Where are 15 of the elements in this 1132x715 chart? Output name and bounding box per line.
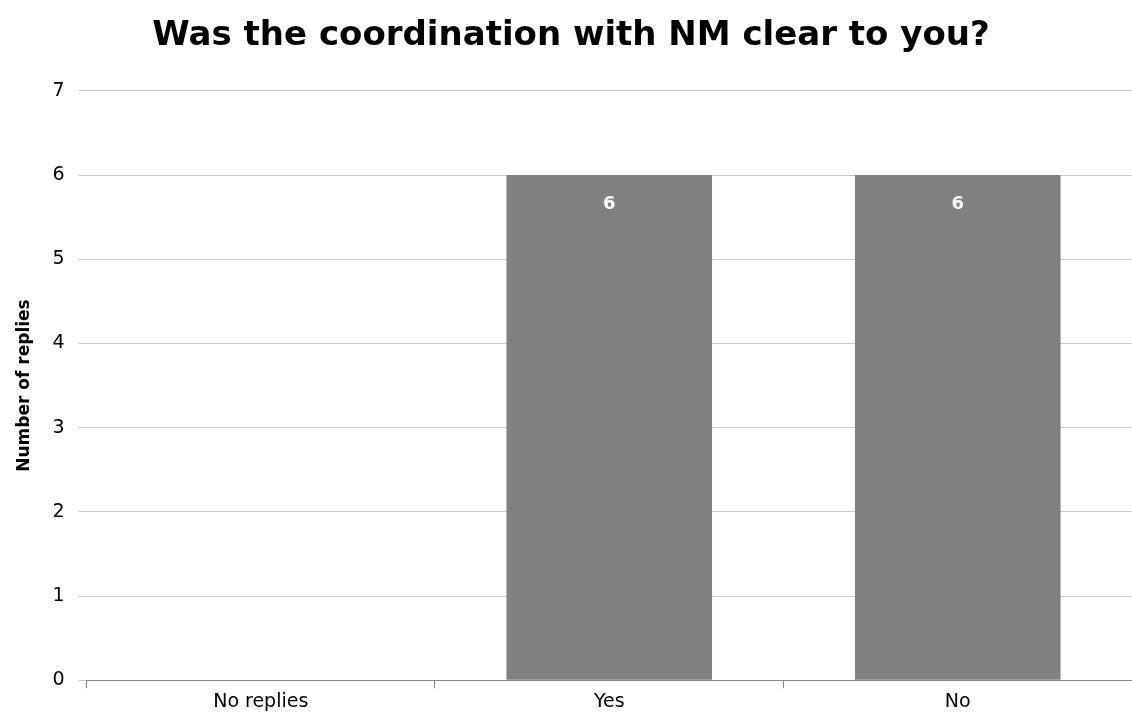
- y-tick-label: 1: [52, 582, 65, 605]
- x-tick-label: No replies: [213, 688, 309, 711]
- data-label: 6: [602, 191, 616, 213]
- y-tick-label: 7: [52, 77, 65, 100]
- chart-title: Was the coordination with NM clear to you?: [152, 13, 990, 54]
- y-tick-label: 6: [52, 161, 65, 184]
- y-tick-label: 3: [52, 414, 65, 437]
- y-tick-label: 4: [52, 330, 65, 353]
- y-axis-title: Number of replies: [12, 299, 33, 472]
- x-tick-label: No: [944, 688, 971, 711]
- y-tick-label: 0: [52, 667, 65, 690]
- x-tick-label: Yes: [592, 688, 625, 711]
- data-label: 6: [951, 191, 965, 213]
- y-tick-label: 5: [52, 246, 65, 269]
- y-tick-label: 2: [52, 498, 65, 521]
